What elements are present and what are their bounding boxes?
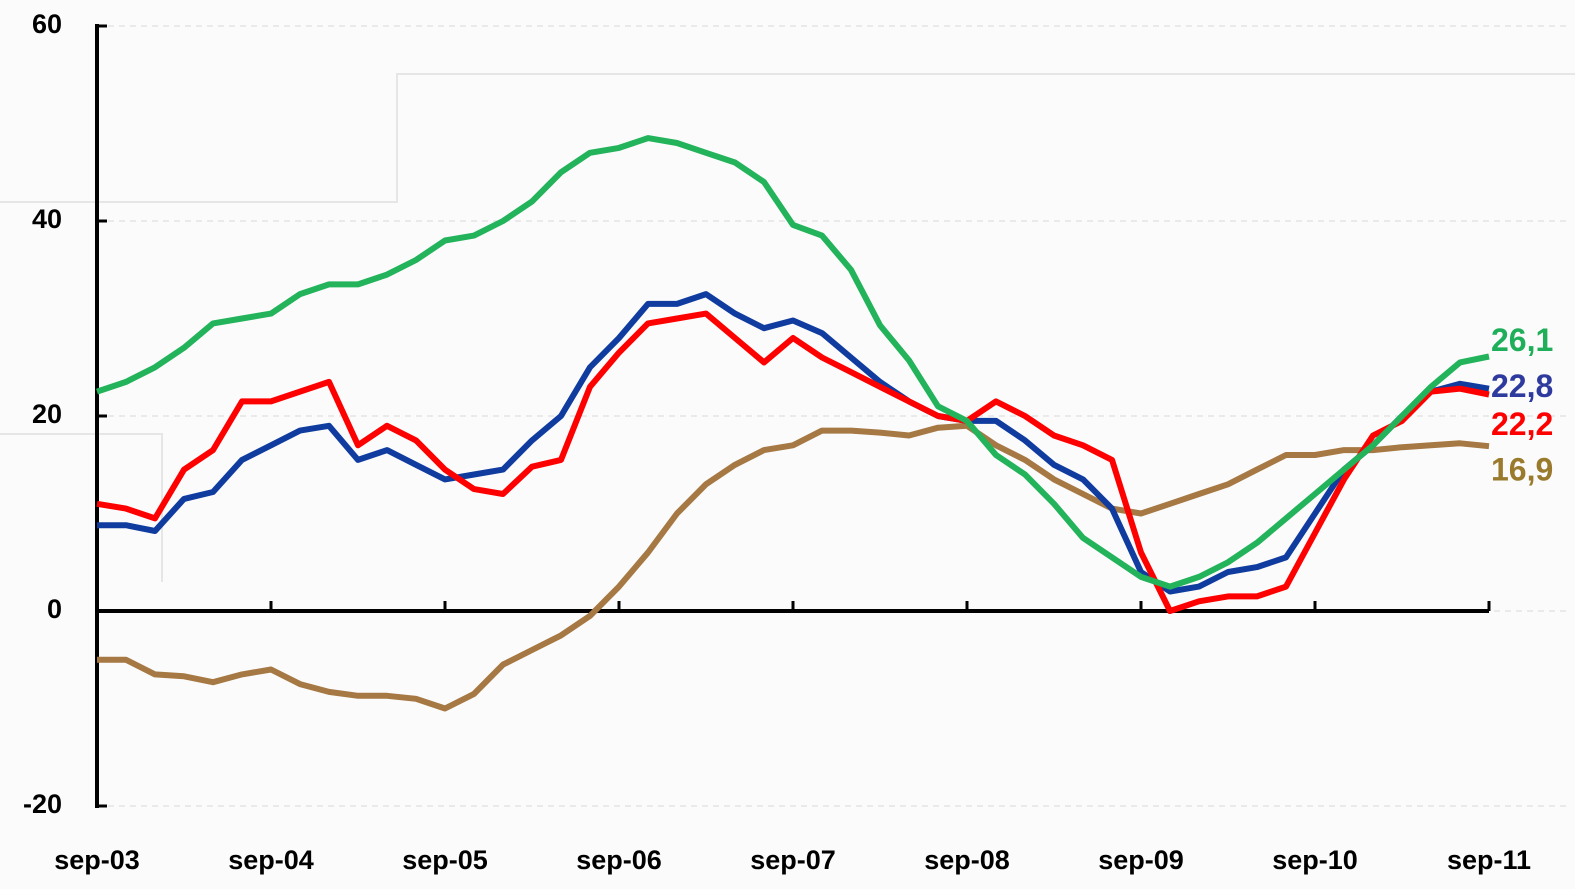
value-label: 16,9 [1491,452,1553,488]
panel-edge [0,433,163,582]
value-label: 22,2 [1491,406,1553,442]
x-tick-label: sep-11 [1447,845,1531,875]
series-line [96,310,1490,614]
x-tick-label: sep-03 [54,845,140,875]
x-tick-label: sep-06 [576,845,662,875]
series-line [97,291,1490,595]
x-tick-label: sep-04 [228,845,314,875]
y-tick-label: 0 [47,594,62,624]
x-tick-label: sep-09 [1098,845,1184,875]
value-label: 22,8 [1491,368,1553,404]
x-tick-label: sep-08 [924,845,1010,875]
y-tick-label: 60 [32,9,62,39]
series-line [96,135,1490,590]
x-tick-label: sep-10 [1272,845,1358,875]
y-tick-label: -20 [23,789,62,819]
y-tick-label: 40 [32,204,62,234]
x-tick-label: sep-05 [402,845,488,875]
y-tick-label: 20 [32,399,62,429]
series-line [97,422,1490,712]
value-label: 26,1 [1491,322,1553,358]
x-tick-label: sep-07 [750,845,836,875]
panel-edge [0,73,1575,203]
